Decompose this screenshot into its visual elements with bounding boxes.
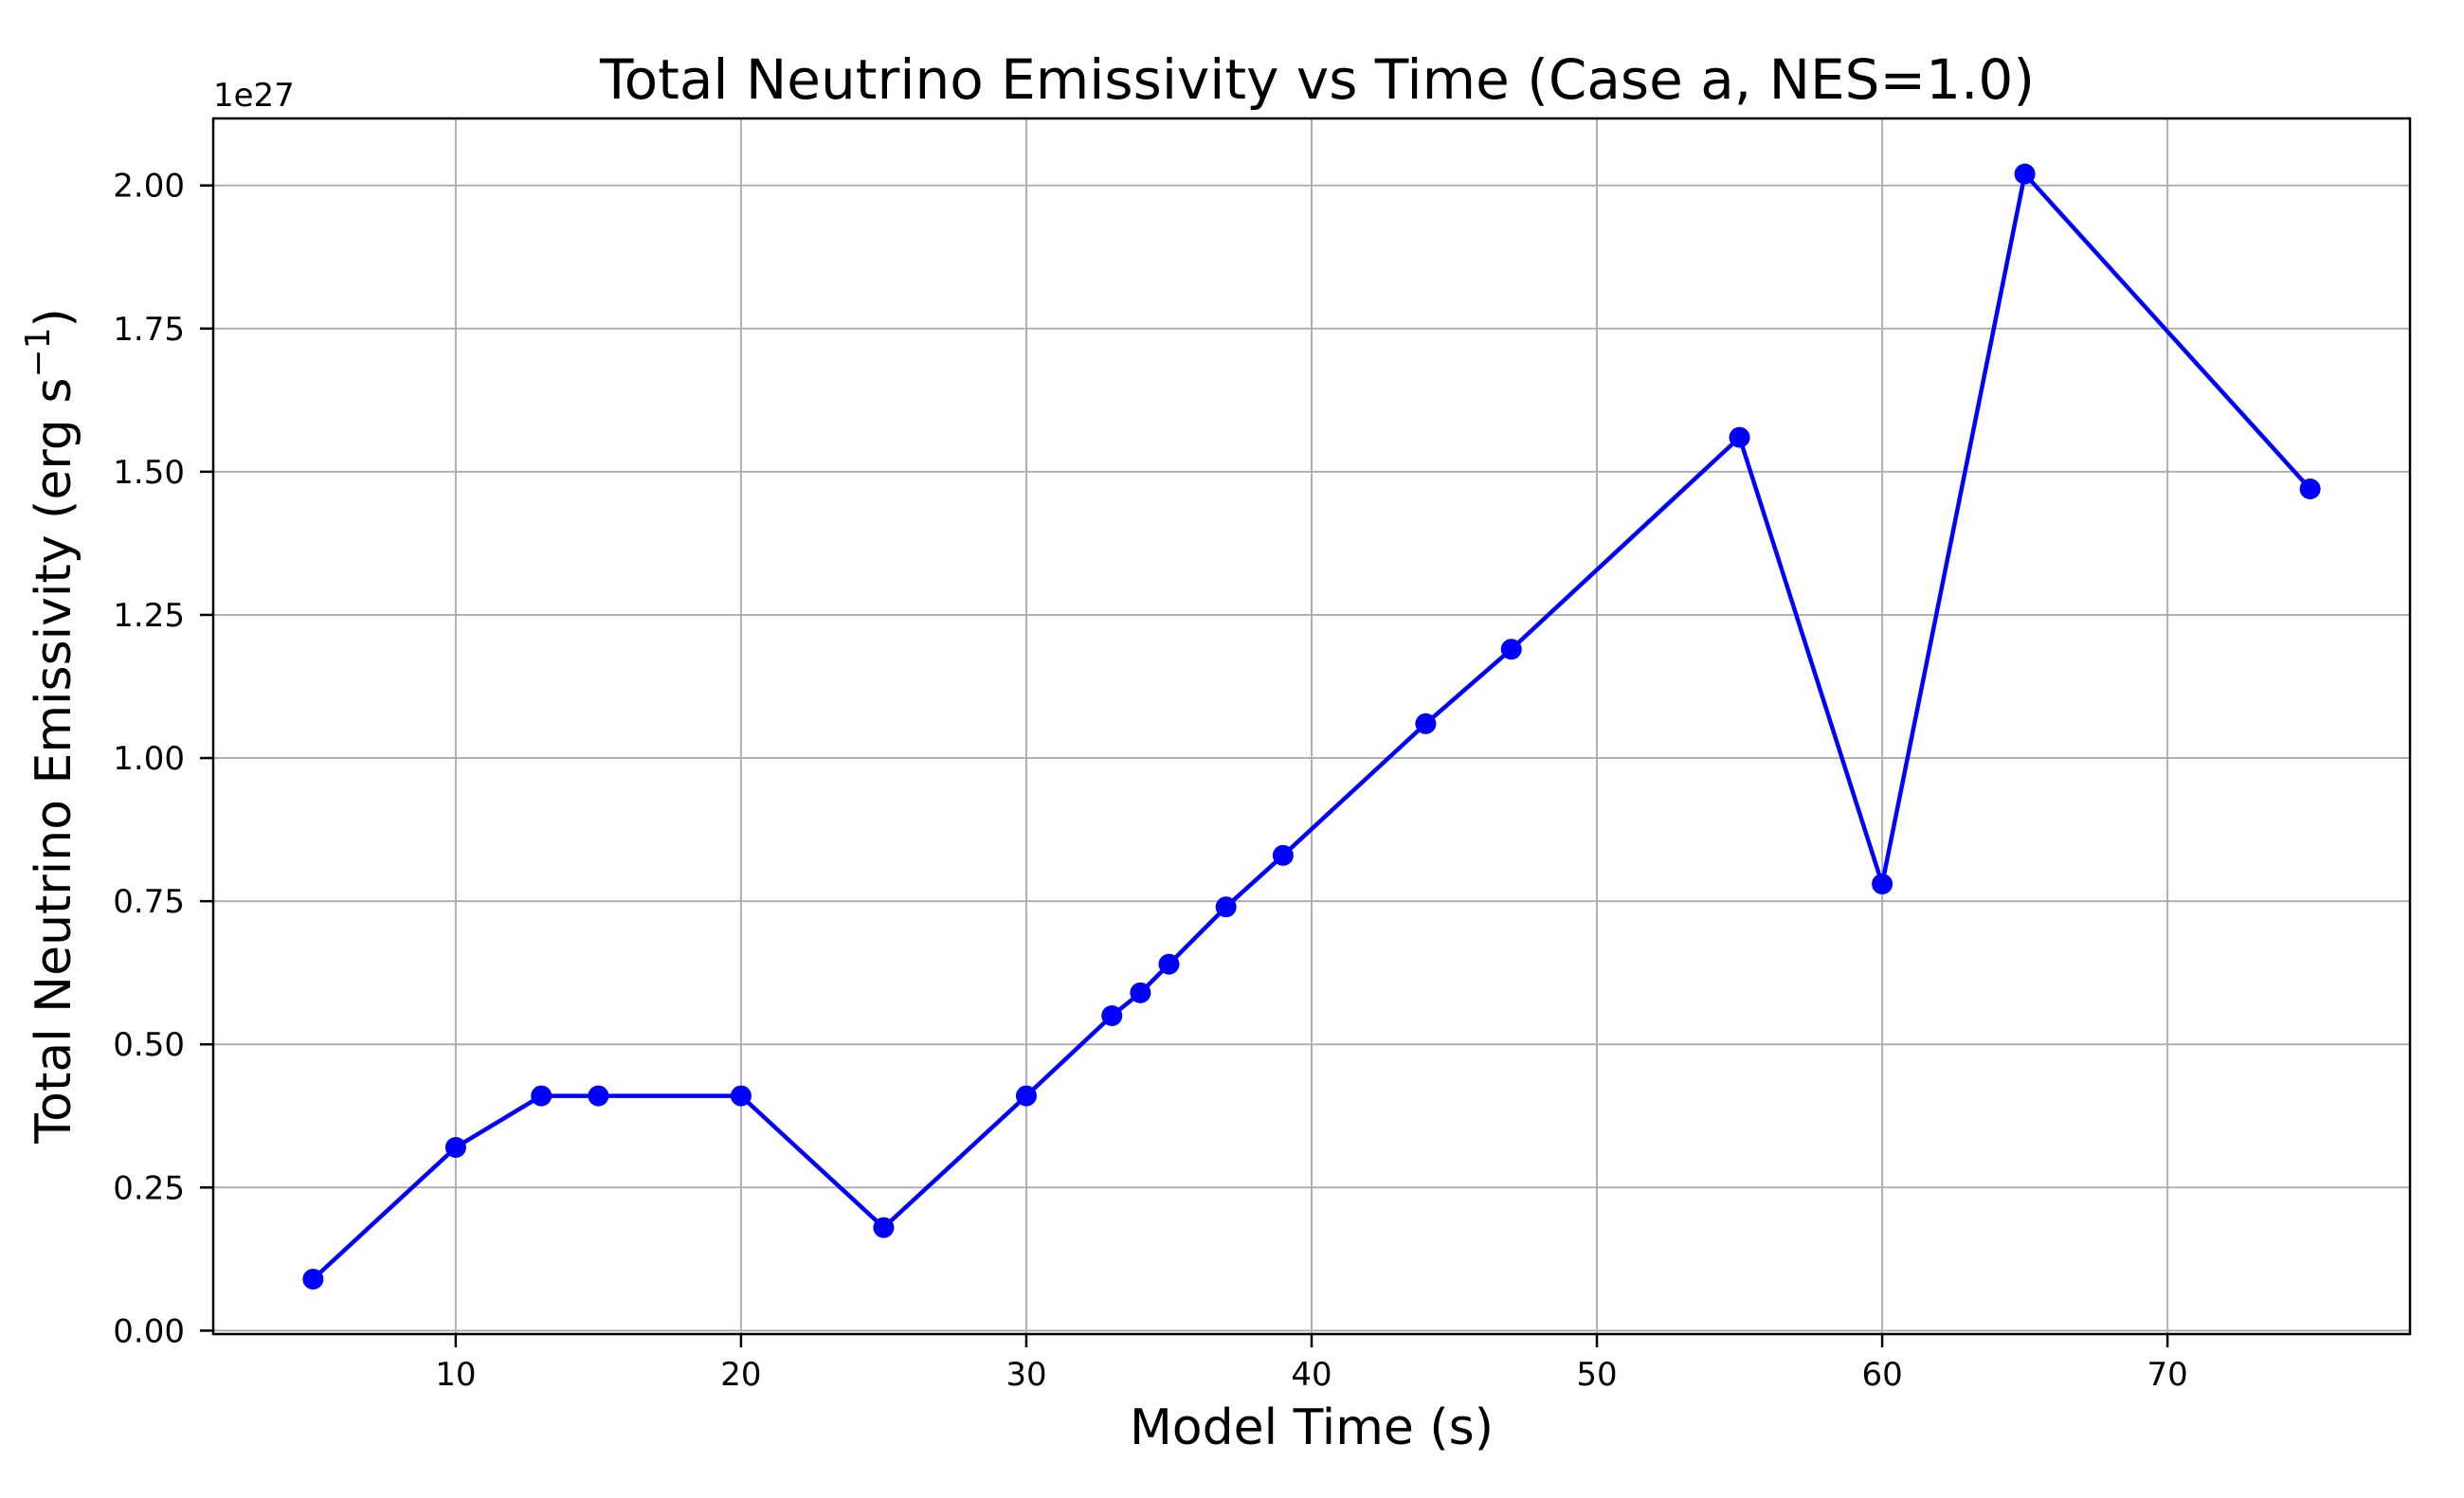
y-tick-label: 1.25 [113,597,185,635]
data-layer [302,163,2321,1290]
x-tick-label: 20 [720,1356,761,1394]
x-tick-label: 70 [2147,1356,2187,1394]
data-point [302,1268,324,1290]
data-point [531,1085,553,1107]
chart-title: Total Neutrino Emissivity vs Time (Case … [599,47,2035,112]
data-point [1729,426,1750,448]
y-axis-offset-label: 1e27 [213,77,295,115]
y-tick-label: 0.50 [113,1026,185,1064]
data-point [1215,896,1237,918]
data-point [873,1217,895,1238]
data-point [730,1085,752,1107]
y-axis-label: Total Neutrino Emissivity (erg s−1) [19,308,82,1145]
x-axis-label: Model Time (s) [1130,1399,1494,1456]
data-point [1130,982,1151,1003]
x-tick-label: 60 [1861,1356,1902,1394]
y-tick-label: 2.00 [113,168,185,206]
y-axis-label-text: ) [26,308,82,327]
x-tick-label: 30 [1006,1356,1046,1394]
y-tick-label: 1.50 [113,454,185,492]
axis-layer: 0.00 0.25 0.50 0.75 1.00 1.25 1.50 1.75 2.00 10 20… [113,117,2412,1394]
y-tick-label: 0.00 [113,1312,185,1350]
data-point [588,1085,609,1107]
y-tick-label: 1.00 [113,740,185,778]
data-point [1500,639,1522,660]
y-axis-label-text: Total Neutrino Emissivity (erg s [26,378,82,1145]
data-point [1872,873,1893,894]
data-point [1272,844,1294,866]
x-tick-label: 40 [1291,1356,1332,1394]
x-tick-label: 10 [435,1356,476,1394]
data-point [1015,1085,1037,1107]
y-tick-label: 0.75 [113,883,185,921]
data-point [2299,478,2321,500]
x-tick-label: 50 [1576,1356,1617,1394]
data-point [1415,713,1437,734]
y-axis-label-superscript: −1 [19,328,58,378]
y-tick-label: 0.25 [113,1169,185,1207]
grid-layer [213,118,2410,1334]
y-tick-label: 1.75 [113,311,185,349]
data-point [444,1136,466,1158]
data-point [2014,163,2036,185]
data-point [1158,953,1180,975]
data-point [1101,1004,1123,1026]
